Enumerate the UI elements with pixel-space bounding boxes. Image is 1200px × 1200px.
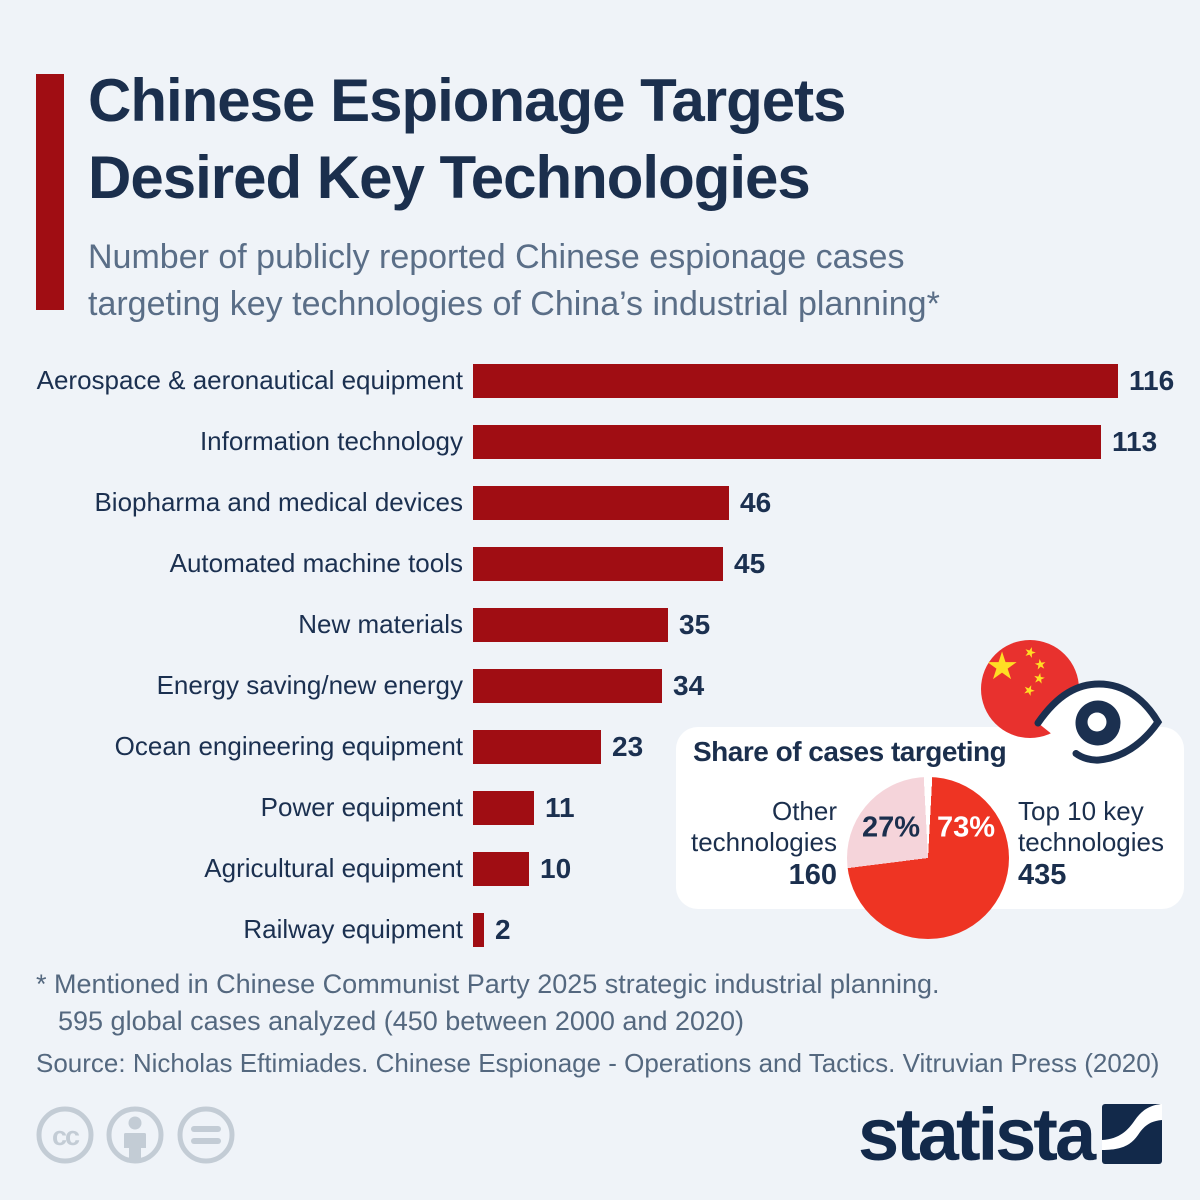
bar-category-label: Energy saving/new energy: [156, 670, 463, 700]
cc-circle-icon: cc: [36, 1106, 94, 1164]
pie-caption-top10-line2: technologies: [1018, 827, 1164, 857]
page-subtitle-line2: targeting key technologies of China’s in…: [88, 285, 940, 323]
page-title-line1: Chinese Espionage Targets: [88, 67, 846, 134]
pie-caption-top10: Top 10 key technologies 435: [1018, 796, 1164, 891]
bar-value-label: 10: [540, 852, 572, 884]
bar-row: Ocean engineering equipment 23: [0, 716, 1200, 777]
statista-logo-text: statista: [858, 1093, 1096, 1176]
equals-circle-icon: [177, 1106, 235, 1164]
footnote-line2: 595 global cases analyzed (450 between 2…: [58, 1006, 745, 1036]
license-icons: cc: [36, 1106, 235, 1164]
source-line: Source: Nicholas Eftimiades. Chinese Esp…: [36, 1048, 1160, 1078]
bar-value-label: 46: [740, 486, 772, 518]
bar: [473, 424, 1101, 459]
bar-value-label: 11: [545, 791, 575, 823]
bar: [473, 363, 1118, 398]
title-accent-bar: [36, 74, 64, 310]
page-title: Chinese Espionage Targets Desired Key Te…: [88, 62, 846, 216]
bar-value-label: 35: [679, 608, 711, 640]
bar-row: Agricultural equipment 10: [0, 838, 1200, 899]
bar-value-label: 116: [1129, 364, 1175, 396]
bar-category-label: Automated machine tools: [169, 548, 463, 578]
bar-value-label: 45: [734, 547, 766, 579]
bar-row: Power equipment 11: [0, 777, 1200, 838]
bar-category-label: Railway equipment: [243, 914, 463, 944]
eye-icon: [1034, 680, 1163, 764]
bar-row: Biopharma and medical devices 46: [0, 472, 1200, 533]
footnote: * Mentioned in Chinese Communist Party 2…: [36, 966, 940, 1040]
pie-caption-other: Other technologies 160: [664, 796, 837, 891]
pie-caption-other-count: 160: [788, 859, 837, 891]
bar: [473, 668, 662, 703]
flag-big-star-icon: ★: [985, 646, 1020, 688]
pie-caption-other-line1: Other: [771, 796, 837, 826]
bar-value-label: 34: [673, 669, 705, 701]
pie-chart: [847, 777, 1009, 939]
bar-category-label: Biopharma and medical devices: [94, 487, 463, 517]
pie-pct-label-other: 27%: [861, 811, 921, 844]
bar: [473, 851, 529, 886]
bar: [473, 912, 484, 947]
pie-inset-title: Share of cases targeting: [693, 736, 1007, 767]
bar-row: Railway equipment 2: [0, 899, 1200, 960]
bar-category-label: Power equipment: [260, 792, 463, 822]
bar-row: Aerospace & aeronautical equipment 116: [0, 350, 1200, 411]
statista-logo-icon: [1102, 1104, 1162, 1164]
bar: [473, 790, 534, 825]
bar-row: Information technology 113: [0, 411, 1200, 472]
page-title-line2: Desired Key Technologies: [88, 144, 811, 211]
svg-text:cc: cc: [52, 1121, 80, 1151]
pie-caption-top10-line1: Top 10 key: [1018, 796, 1144, 826]
person-circle-icon: [106, 1106, 164, 1164]
bar-value-label: 2: [495, 913, 511, 945]
bar-value-label: 23: [612, 730, 644, 762]
bar: [473, 607, 668, 642]
pie-pct-label-top10: 73%: [936, 811, 996, 844]
bar: [473, 729, 601, 764]
bar-value-label: 113: [1112, 425, 1158, 457]
footnote-line1: * Mentioned in Chinese Communist Party 2…: [36, 969, 940, 999]
pie-caption-other-line2: technologies: [691, 827, 837, 857]
page-subtitle-line1: Number of publicly reported Chinese espi…: [88, 238, 905, 276]
bar-row: New materials 35: [0, 594, 1200, 655]
bar: [473, 546, 723, 581]
bar-row: Automated machine tools 45: [0, 533, 1200, 594]
bar-category-label: New materials: [298, 609, 463, 639]
bar-category-label: Aerospace & aeronautical equipment: [36, 365, 463, 395]
bar: [473, 485, 729, 520]
pie-caption-top10-count: 435: [1018, 859, 1067, 891]
bar-category-label: Information technology: [199, 426, 463, 456]
bar-row: Energy saving/new energy 34: [0, 655, 1200, 716]
bar-category-label: Ocean engineering equipment: [114, 731, 463, 761]
page-subtitle: Number of publicly reported Chinese espi…: [88, 234, 940, 328]
bar-category-label: Agricultural equipment: [204, 853, 463, 883]
bar-chart: Aerospace & aeronautical equipment 116 Inf…: [0, 350, 1200, 960]
